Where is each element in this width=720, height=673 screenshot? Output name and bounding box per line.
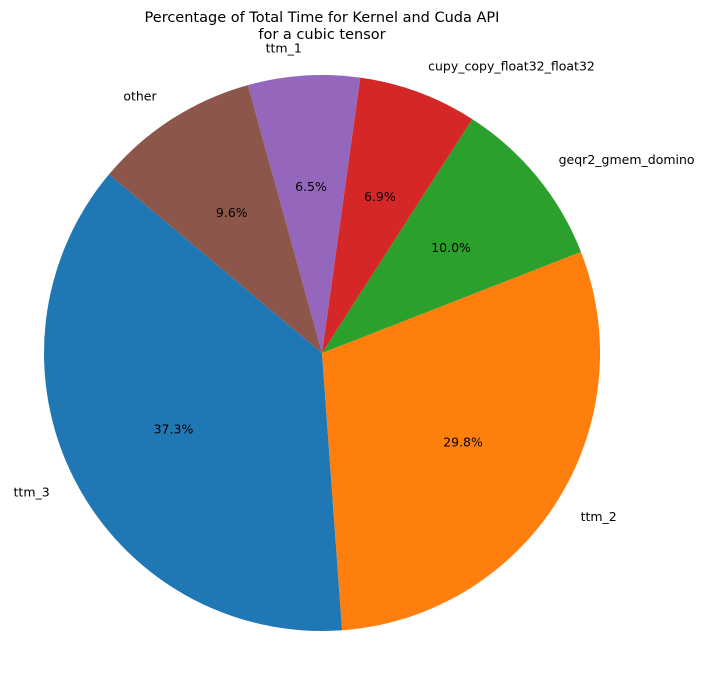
chart-title-line-1: Percentage of Total Time for Kernel and … xyxy=(145,10,500,26)
pie-pct-label-ttm_1: 6.5% xyxy=(295,179,327,194)
pie-slices xyxy=(44,75,600,631)
chart-title-line-2: for a cubic tensor xyxy=(258,27,385,43)
pie-pct-label-cupy_copy_float32_float32: 6.9% xyxy=(364,189,396,204)
pie-category-label-ttm_2: ttm_2 xyxy=(581,509,617,524)
pie-pct-label-ttm_2: 29.8% xyxy=(443,435,483,450)
pie-category-label-ttm_3: ttm_3 xyxy=(14,485,50,500)
pie-category-label-other: other xyxy=(123,88,157,103)
pie-slice-ttm_2 xyxy=(322,251,600,631)
pie-category-label-cupy_copy_float32_float32: cupy_copy_float32_float32 xyxy=(428,59,595,74)
pie-slice-cupy_copy_float32_float32 xyxy=(322,77,473,353)
pie-category-label-geqr2_gmem_domino: geqr2_gmem_domino xyxy=(559,152,695,167)
pie-slice-geqr2_gmem_domino xyxy=(322,119,581,353)
pie-pct-label-ttm_3: 37.3% xyxy=(154,421,194,436)
pie-pct-label-other: 9.6% xyxy=(216,205,248,220)
pie-slice-other xyxy=(109,85,322,353)
pie-slice-ttm_3 xyxy=(44,174,343,631)
pie-slice-ttm_1 xyxy=(247,75,361,354)
pie-category-label-ttm_1: ttm_1 xyxy=(266,40,302,55)
pie-pct-label-geqr2_gmem_domino: 10.0% xyxy=(431,240,471,255)
pie-labels: 37.3% ttm_3 29.8% ttm_2 10.0% geqr2_gmem_domi… xyxy=(14,40,695,523)
